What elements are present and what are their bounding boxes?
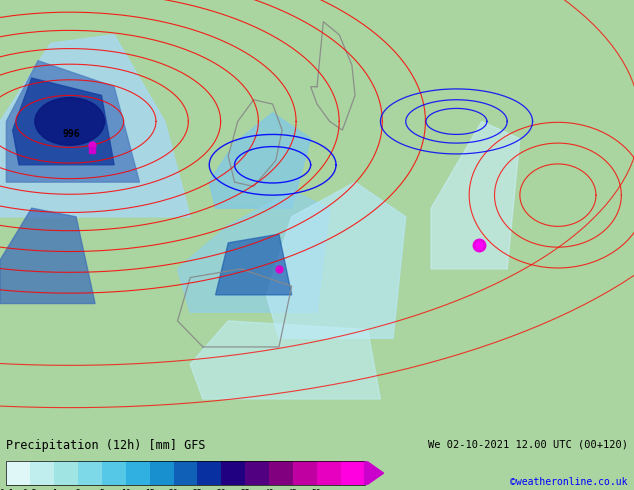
Polygon shape [0, 208, 95, 304]
Text: We 02-10-2021 12.00 UTC (00+120): We 02-10-2021 12.00 UTC (00+120) [428, 439, 628, 449]
Text: 35: 35 [240, 489, 250, 490]
Text: 20: 20 [169, 489, 178, 490]
Text: 996: 996 [62, 129, 80, 140]
Polygon shape [209, 113, 311, 208]
Bar [54, 461, 78, 486]
Text: 40: 40 [264, 489, 274, 490]
Text: 45: 45 [288, 489, 298, 490]
Bar [197, 461, 221, 486]
Bar [340, 461, 365, 486]
Text: Precipitation (12h) [mm] GFS: Precipitation (12h) [mm] GFS [6, 439, 206, 452]
Bar [78, 461, 102, 486]
Bar [221, 461, 245, 486]
Text: 10: 10 [121, 489, 131, 490]
Bar [269, 461, 293, 486]
Text: 50: 50 [312, 489, 321, 490]
Bar [150, 461, 174, 486]
Bar [293, 461, 317, 486]
Polygon shape [190, 321, 380, 399]
Bar [102, 461, 126, 486]
FancyArrow shape [365, 462, 384, 484]
Text: 5: 5 [100, 489, 105, 490]
Bar [174, 461, 197, 486]
Bar [245, 461, 269, 486]
Polygon shape [431, 122, 520, 269]
Polygon shape [216, 234, 292, 295]
Polygon shape [13, 78, 114, 165]
Polygon shape [0, 35, 190, 217]
Text: 30: 30 [216, 489, 226, 490]
Text: 25: 25 [193, 489, 202, 490]
Polygon shape [6, 61, 139, 182]
Polygon shape [266, 182, 406, 338]
Bar [6, 461, 365, 486]
Text: 0.1: 0.1 [0, 489, 14, 490]
Text: 1: 1 [51, 489, 56, 490]
Polygon shape [178, 191, 330, 312]
Bar [30, 461, 54, 486]
Bar [6, 461, 30, 486]
Text: 15: 15 [145, 489, 155, 490]
Text: ©weatheronline.co.uk: ©weatheronline.co.uk [510, 477, 628, 487]
Text: 0.5: 0.5 [23, 489, 37, 490]
Bar [317, 461, 340, 486]
Bar [126, 461, 150, 486]
Circle shape [35, 98, 105, 145]
Text: 2: 2 [75, 489, 81, 490]
